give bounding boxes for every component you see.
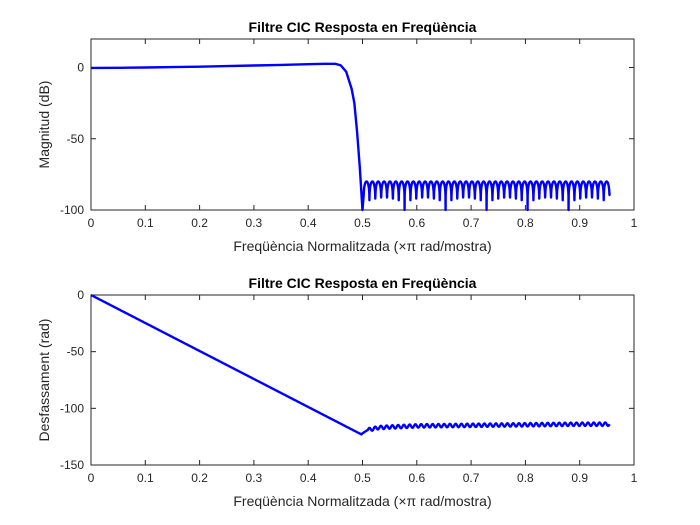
y-axis-label: Desfassament (rad) [36,319,52,442]
x-axis-ticks: 0 0.1 0.2 0.3 0.4 0.5 0.6 0.7 0.8 0.9 1 [88,39,638,230]
x-tick-label: 0.7 [463,471,480,485]
x-tick-label: 0.1 [137,471,154,485]
x-tick-label: 0.5 [354,216,371,230]
chart-magnitude: Filtre CIC Resposta en Freqüència Freqüè… [36,19,638,254]
y-tick-label: 0 [77,61,84,75]
chart-title: Filtre CIC Resposta en Freqüència [249,275,477,291]
x-tick-label: 0.2 [191,471,208,485]
chart-title: Filtre CIC Resposta en Freqüència [249,19,477,35]
x-tick-label: 0.6 [408,471,425,485]
y-tick-label: -150 [60,458,84,472]
y-tick-label: -50 [67,132,85,146]
chart-phase: Filtre CIC Resposta en Freqüència Freqüè… [36,275,638,509]
y-axis-ticks: -150 -100 -50 0 [60,288,634,472]
x-tick-label: 0.8 [517,471,534,485]
y-axis-ticks: -100 -50 0 [60,61,634,217]
x-tick-label: 0.8 [517,216,534,230]
x-tick-label: 0.4 [300,471,317,485]
y-tick-label: -50 [67,345,85,359]
x-tick-label: 0.4 [300,216,317,230]
x-axis-ticks: 0 0.1 0.2 0.3 0.4 0.5 0.6 0.7 0.8 0.9 1 [88,295,638,485]
x-tick-label: 0.5 [354,471,371,485]
x-tick-label: 0.1 [137,216,154,230]
x-tick-label: 0.7 [463,216,480,230]
magnitude-series-line [90,62,611,212]
x-axis-label: Freqüència Normalitzada (×π rad/mostra) [233,238,491,254]
x-tick-label: 0.3 [246,216,263,230]
plot-area [90,294,635,466]
x-axis-label: Freqüència Normalitzada (×π rad/mostra) [233,493,491,509]
y-tick-label: -100 [60,203,84,217]
x-tick-label: 0.2 [191,216,208,230]
x-tick-label: 0.9 [571,471,588,485]
x-tick-label: 0.9 [571,216,588,230]
x-tick-label: 0.3 [246,471,263,485]
x-tick-label: 1 [631,216,638,230]
y-axis-label: Magnitud (dB) [36,81,52,169]
x-tick-label: 0.6 [408,216,425,230]
x-tick-label: 0 [88,471,95,485]
x-tick-label: 0 [88,216,95,230]
y-tick-label: 0 [77,288,84,302]
x-tick-label: 1 [631,471,638,485]
y-tick-label: -100 [60,401,84,415]
phase-series-line [90,293,611,436]
